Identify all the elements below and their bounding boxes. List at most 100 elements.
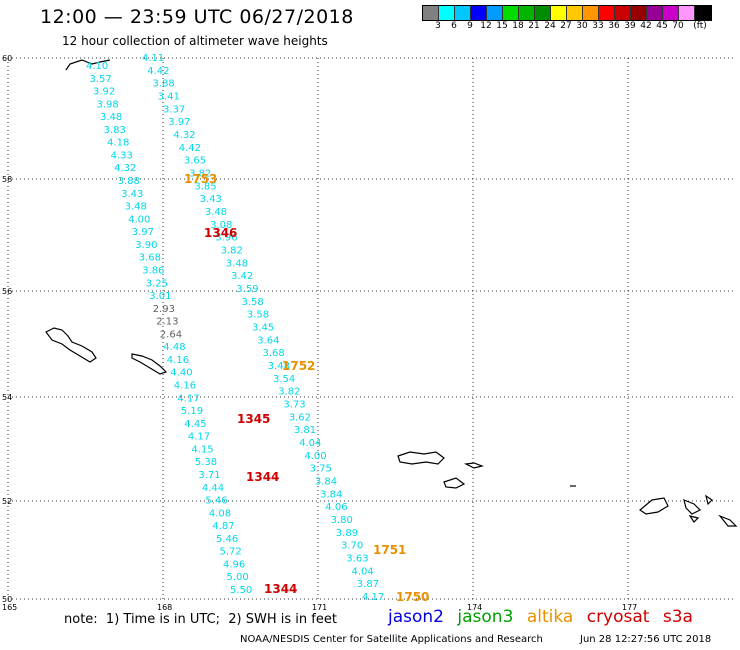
legend-label: 33: [592, 21, 604, 31]
wave-height-value: 5.50: [230, 585, 252, 596]
longitude-label: 168: [157, 603, 172, 612]
wave-height-value: 3.83: [104, 125, 126, 136]
wave-height-value: 3.48: [226, 258, 248, 269]
wave-height-value: 3.86: [142, 266, 164, 277]
legend-swatch: [615, 6, 631, 20]
pass-time-labels: 1753 1346 1752 1345 1344 1751 1344 1750: [184, 172, 429, 604]
island-right-3: [463, 462, 485, 469]
wave-height-value: 4.15: [191, 444, 213, 455]
legend-swatch: [567, 6, 583, 20]
legend-label: 6: [451, 21, 457, 31]
wave-height-value: 2.93: [153, 304, 175, 315]
wave-height-value: 4.00: [128, 214, 150, 225]
mission-altika: altika: [526, 607, 574, 627]
lat-lon-grid: [7, 57, 736, 600]
legend-swatch: [455, 6, 471, 20]
wave-height-value: 4.48: [163, 342, 185, 353]
longitude-label: 171: [312, 603, 327, 612]
wave-height-value: 3.89: [336, 528, 358, 539]
pass-time-label: 1752: [282, 359, 315, 373]
legend-label: 42: [640, 21, 652, 31]
wave-height-value: 3.63: [346, 554, 368, 565]
pass-time-label: 1346: [204, 226, 237, 240]
legend-swatch: [599, 6, 615, 20]
legend-swatch: [487, 6, 503, 20]
wave-height-value: 4.17: [362, 592, 384, 603]
legend-label: 27: [560, 21, 572, 31]
mission-cryosat: cryosat: [586, 607, 650, 627]
wave-height-value: 4.08: [209, 508, 231, 519]
mission-jason3: jason3: [457, 607, 514, 627]
wave-height-value: 4.44: [202, 483, 224, 494]
wave-height-value: 2.13: [156, 317, 178, 328]
wave-height-value: 3.43: [200, 194, 222, 205]
legend-label: 9: [467, 21, 473, 31]
wave-height-value: 3.43: [121, 189, 143, 200]
pass-time-label: 1750: [396, 590, 429, 604]
wave-height-value: 3.80: [331, 515, 353, 526]
island-far-right-5: [688, 515, 700, 523]
wave-height-value: 3.48: [205, 207, 227, 218]
legend-label: 70: [672, 21, 684, 31]
mission-legend: jason2 jason3 altika cryosat s3a: [388, 607, 701, 627]
island-right-1: [397, 451, 445, 465]
legend-label: 24: [544, 21, 556, 31]
wave-height-value: 4.04: [352, 566, 374, 577]
wave-height-value: 3.82: [278, 387, 300, 398]
wave-height-value: 4.33: [111, 151, 133, 162]
wave-height-value: 3.68: [139, 253, 161, 264]
pass-time-label: 1344: [264, 582, 297, 596]
wave-height-value: 3.92: [93, 87, 115, 98]
wave-height-value: 4.16: [167, 355, 189, 366]
wave-height-value: 3.85: [194, 181, 216, 192]
pass-time-label: 1753: [184, 172, 217, 186]
wave-height-value: 3.65: [184, 156, 206, 167]
wave-height-value: 3.37: [163, 104, 185, 115]
wave-height-color-legend: [422, 5, 712, 21]
wave-height-value: 3.82: [221, 246, 243, 257]
latitude-label: 60: [2, 54, 12, 63]
legend-swatch: [471, 6, 487, 20]
legend-label: 18: [512, 21, 524, 31]
wave-height-value: 4.17: [188, 432, 210, 443]
wave-height-value: 4.42: [147, 66, 169, 77]
track-values: 4.11 4.42 3.88 3.413.37 3.97 4.32 4.42 3.65 3.82…: [86, 53, 384, 603]
legend-swatch: [535, 6, 551, 20]
wave-height-value: 5.38: [195, 457, 217, 468]
wave-height-value: 3.62: [289, 412, 311, 423]
mission-s3a: s3a: [662, 607, 693, 627]
wave-height-value: 3.48: [268, 361, 290, 372]
island-large-left: [45, 327, 97, 363]
wave-height-value: 4.06: [325, 502, 347, 513]
wave-height-value: 3.58: [247, 310, 269, 321]
latitude-label: 50: [2, 595, 12, 604]
legend-swatch: [663, 6, 679, 20]
wave-height-value: 4.18: [107, 138, 129, 149]
legend-label: 3: [435, 21, 441, 31]
wave-height-value: 3.64: [257, 335, 279, 346]
latitude-label: 52: [2, 497, 12, 506]
wave-height-value: 3.42: [231, 271, 253, 282]
longitude-label: 165: [2, 603, 17, 612]
wave-height-value: 4.45: [184, 419, 206, 430]
wave-height-value: 3.48: [100, 112, 122, 123]
footer-credit: NOAA/NESDIS Center for Satellite Applica…: [240, 634, 543, 645]
legend-swatch: [695, 6, 711, 20]
legend-label: 36: [608, 21, 620, 31]
wave-height-value: 3.08: [210, 220, 232, 231]
wave-height-value: 3.71: [198, 470, 220, 481]
pass-time-label: 1751: [373, 543, 406, 557]
footer-timestamp: Jun 28 12:27:56 UTC 2018: [580, 634, 712, 645]
map-subtitle: 12 hour collection of altimeter wave hei…: [62, 34, 328, 48]
island-far-right-2: [683, 499, 702, 515]
wave-height-value: 3.70: [341, 541, 363, 552]
wave-height-value: 3.45: [252, 323, 274, 334]
legend-swatch: [519, 6, 535, 20]
island-far-right-4: [718, 514, 738, 527]
legend-swatch: [647, 6, 663, 20]
wave-height-value: 5.72: [220, 547, 242, 558]
wave-height-value: 3.97: [168, 117, 190, 128]
wave-height-value: 5.00: [227, 572, 249, 583]
wave-height-value: 5.46: [216, 534, 238, 545]
